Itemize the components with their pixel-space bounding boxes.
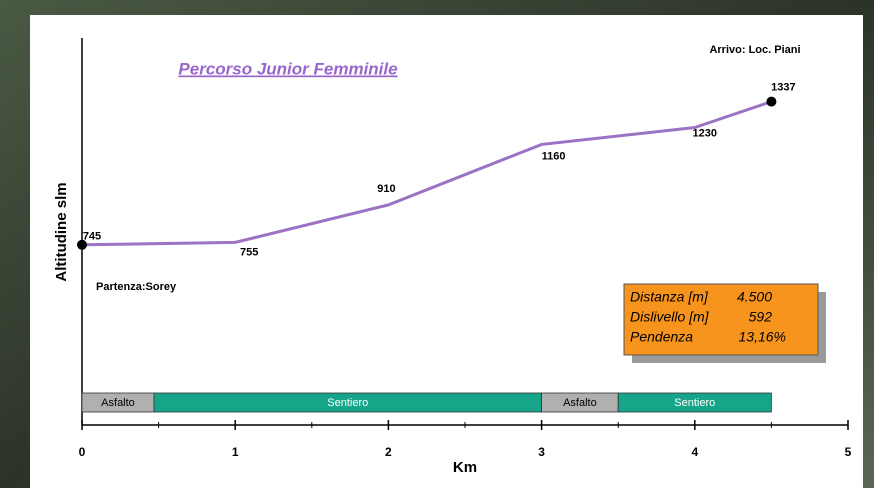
info-key: Dislivello [m] xyxy=(630,309,710,325)
x-tick-label: 3 xyxy=(538,445,545,459)
chart: Percorso Junior Femminile Arrivo: Loc. P… xyxy=(0,0,874,488)
x-tick-label: 5 xyxy=(845,445,852,459)
data-label: 910 xyxy=(377,183,395,195)
info-value: 4.500 xyxy=(737,289,772,305)
surface-label: Asfalto xyxy=(563,397,597,409)
data-label: 1160 xyxy=(542,150,566,162)
y-axis-label: Altitudine slm xyxy=(53,182,70,281)
annotation: Partenza:Sorey xyxy=(96,281,177,293)
info-key: Distanza [m] xyxy=(630,289,709,305)
x-tick-label: 4 xyxy=(691,445,698,459)
chart-title: Percorso Junior Femminile xyxy=(178,59,397,78)
data-label: 755 xyxy=(240,246,258,258)
data-label: 745 xyxy=(83,231,101,243)
x-axis-label: Km xyxy=(453,459,477,476)
info-key: Pendenza xyxy=(630,329,693,345)
data-label: 1337 xyxy=(771,82,795,94)
x-tick-label: 0 xyxy=(79,445,86,459)
surface-label: Asfalto xyxy=(101,397,135,409)
annotation: Arrivo: Loc. Piani xyxy=(709,44,800,56)
data-label: 1230 xyxy=(693,127,717,139)
x-tick-label: 1 xyxy=(232,445,239,459)
page: Percorso Junior Femminile Arrivo: Loc. P… xyxy=(0,0,874,493)
info-value: 592 xyxy=(749,309,773,325)
info-value: 13,16% xyxy=(739,329,786,345)
panel xyxy=(30,15,863,488)
x-tick-label: 2 xyxy=(385,445,392,459)
surface-label: Sentiero xyxy=(327,397,368,409)
endpoint xyxy=(766,97,776,107)
surface-label: Sentiero xyxy=(674,397,715,409)
